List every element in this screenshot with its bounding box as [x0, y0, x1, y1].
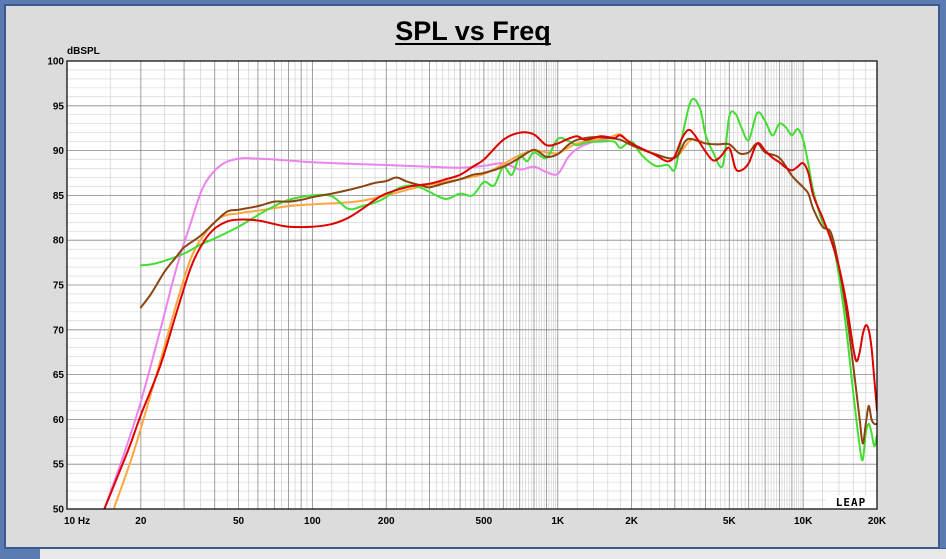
y-tick-label: 65 — [53, 370, 65, 381]
y-tick-label: 95 — [53, 101, 65, 112]
y-axis-unit-label: dBSPL — [67, 46, 100, 57]
series-line-3 — [139, 97, 877, 462]
series-line-5 — [103, 128, 877, 509]
x-tick-label: 100 — [304, 516, 321, 527]
y-axis-ticks: 50 55 60 65 70 75 80 85 90 95 100 — [47, 57, 64, 516]
x-tick-label: 20 — [135, 516, 147, 527]
x-axis-ticks: 10 Hz 20 50 100 200 500 1K 2K 5K 10K 20K — [64, 516, 887, 527]
leap-logo: LEAP — [826, 495, 876, 509]
series-line-4 — [139, 136, 877, 445]
y-tick-label: 85 — [53, 191, 65, 202]
bottom-status-strip — [40, 548, 946, 559]
series-layer — [103, 97, 877, 509]
leap-logo-text: LEAP — [836, 496, 867, 509]
major-grid — [67, 61, 877, 509]
x-tick-label: 200 — [378, 516, 395, 527]
x-tick-label: 10 Hz — [64, 516, 90, 527]
x-tick-label: 500 — [476, 516, 493, 527]
x-tick-label: 10K — [794, 516, 813, 527]
x-tick-label: 1K — [551, 516, 565, 527]
y-tick-label: 55 — [53, 460, 65, 471]
y-tick-label: 100 — [47, 57, 64, 68]
x-tick-label: 50 — [233, 516, 245, 527]
y-tick-label: 90 — [53, 146, 65, 157]
plot-border — [66, 60, 878, 510]
x-tick-label: 20K — [868, 516, 887, 527]
y-tick-label: 60 — [53, 415, 65, 426]
chart-title: SPL vs Freq — [395, 16, 551, 46]
y-tick-label: 50 — [53, 505, 65, 516]
x-tick-label: 5K — [723, 516, 737, 527]
y-tick-label: 80 — [53, 236, 65, 247]
series-line-1 — [103, 138, 609, 509]
y-tick-label: 75 — [53, 281, 65, 292]
x-tick-label: 2K — [625, 516, 639, 527]
y-tick-label: 70 — [53, 325, 65, 336]
